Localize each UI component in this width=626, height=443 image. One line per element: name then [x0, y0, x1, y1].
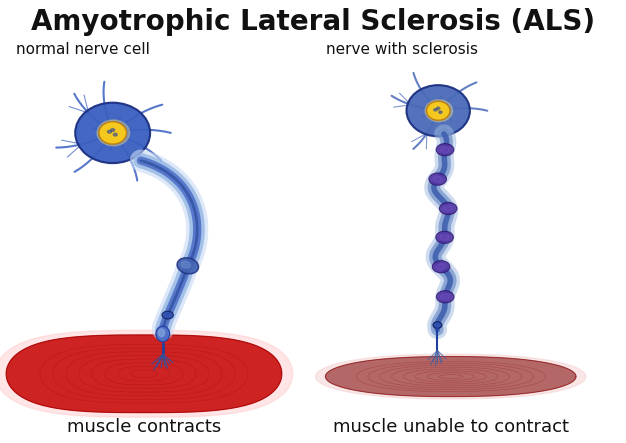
Ellipse shape [429, 173, 446, 185]
Ellipse shape [108, 130, 111, 133]
Text: normal nerve cell: normal nerve cell [16, 42, 150, 57]
Ellipse shape [156, 326, 170, 342]
Ellipse shape [441, 147, 449, 153]
Text: muscle unable to contract: muscle unable to contract [333, 418, 568, 436]
Ellipse shape [158, 329, 165, 337]
Ellipse shape [436, 231, 453, 243]
Ellipse shape [433, 176, 442, 182]
Ellipse shape [433, 260, 450, 273]
Ellipse shape [425, 100, 453, 122]
Ellipse shape [440, 234, 449, 241]
Ellipse shape [162, 311, 173, 319]
Ellipse shape [113, 133, 117, 136]
Ellipse shape [439, 202, 457, 214]
Ellipse shape [99, 122, 126, 144]
Ellipse shape [444, 206, 453, 212]
Ellipse shape [439, 111, 442, 113]
Ellipse shape [437, 264, 446, 270]
Polygon shape [6, 335, 282, 412]
Ellipse shape [434, 109, 437, 111]
Ellipse shape [177, 258, 198, 274]
Ellipse shape [406, 85, 470, 136]
Ellipse shape [433, 322, 442, 328]
Polygon shape [0, 330, 293, 417]
Text: muscle contracts: muscle contracts [67, 418, 221, 436]
Ellipse shape [436, 107, 440, 109]
Ellipse shape [97, 120, 130, 146]
Text: Amyotrophic Lateral Sclerosis (ALS): Amyotrophic Lateral Sclerosis (ALS) [31, 8, 595, 36]
Text: nerve with sclerosis: nerve with sclerosis [326, 42, 478, 57]
Ellipse shape [111, 128, 115, 132]
Ellipse shape [436, 291, 454, 303]
Ellipse shape [436, 144, 454, 156]
Polygon shape [326, 357, 576, 396]
Ellipse shape [182, 261, 190, 268]
Ellipse shape [75, 103, 150, 163]
Ellipse shape [441, 294, 449, 300]
Polygon shape [316, 354, 586, 399]
Ellipse shape [426, 101, 450, 120]
